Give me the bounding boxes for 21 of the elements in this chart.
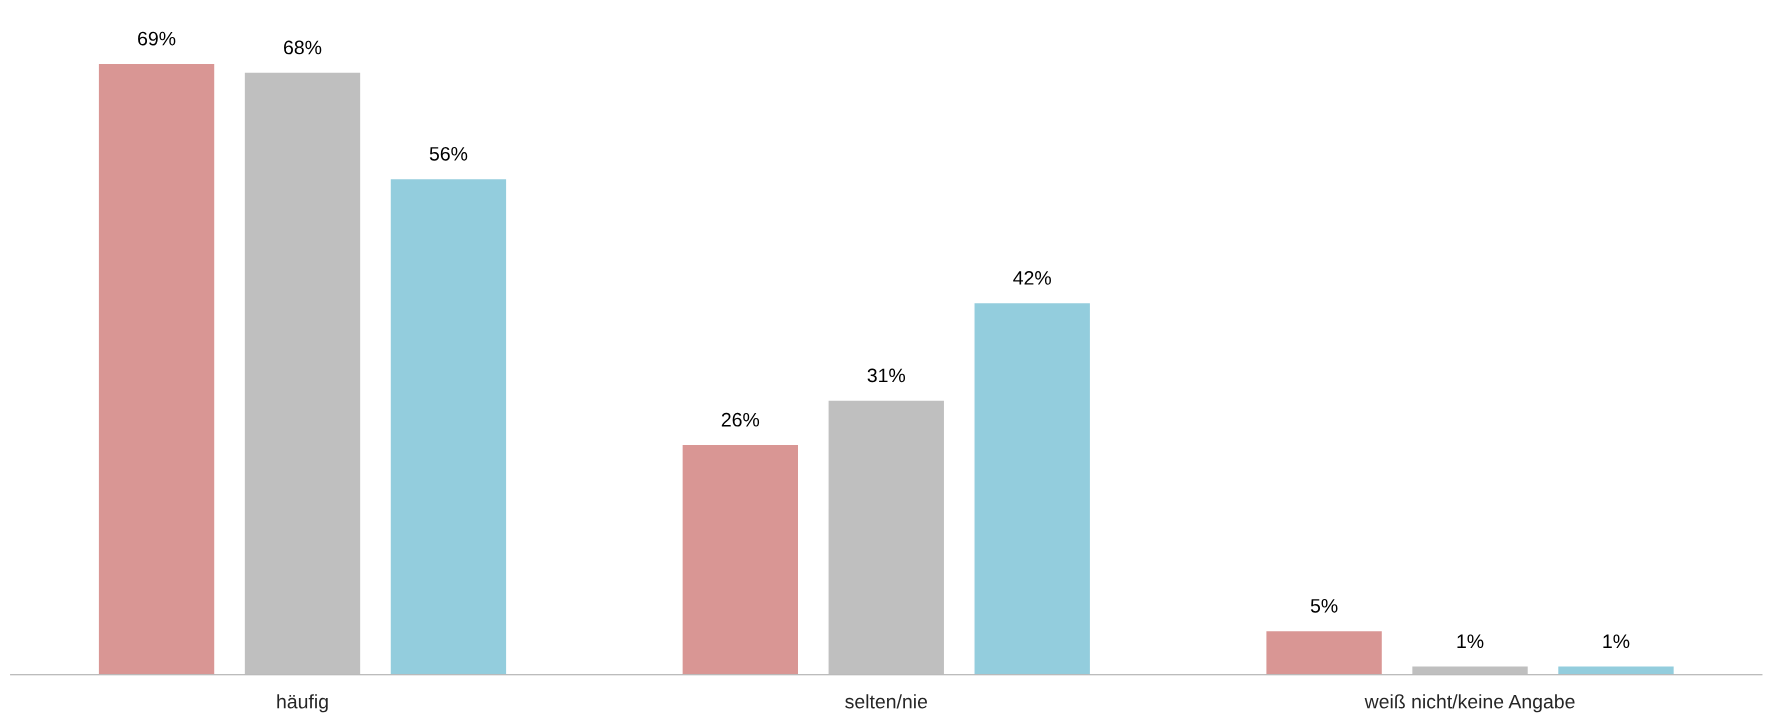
bar [1556,665,1676,675]
x-tick-label: selten/nie [845,694,928,709]
data-label: 5% [1310,599,1338,613]
x-tick-label: häufig [277,694,328,713]
data-label: 56% [429,146,468,161]
data-label: 69% [138,31,176,46]
data-label: 42% [1013,271,1051,285]
bar [681,443,800,675]
data-label: 31% [867,368,906,383]
bar [973,301,1092,675]
bar [389,177,508,675]
x-tick-label: weiß nicht/keine Angabe [1364,694,1575,713]
bar [97,62,216,675]
data-label: 1% [1603,634,1630,649]
data-label: 26% [721,412,760,427]
bar [1410,665,1530,675]
bar [1265,629,1384,675]
bar [827,399,946,675]
bar [243,71,362,675]
data-label: 68% [284,40,322,55]
data-label: 1% [1457,634,1484,649]
